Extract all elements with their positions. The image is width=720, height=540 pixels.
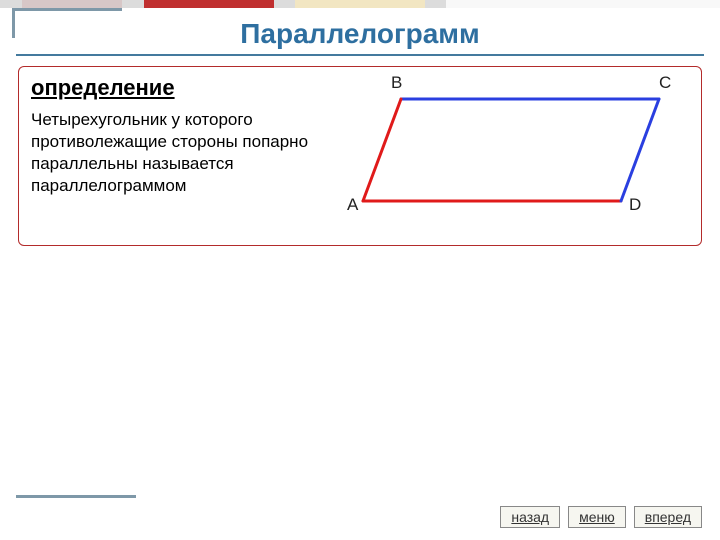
menu-button[interactable]: меню xyxy=(568,506,626,528)
definition-block: определение Четырехугольник у которого п… xyxy=(18,66,702,246)
parallelogram-svg xyxy=(341,71,681,241)
bottom-rule xyxy=(16,495,136,498)
vertex-label-A: A xyxy=(347,195,358,215)
vertex-label-D: D xyxy=(629,195,641,215)
top-accent-bar xyxy=(0,0,720,8)
back-button[interactable]: назад xyxy=(500,506,560,528)
vertex-label-C: C xyxy=(659,73,671,93)
nav-bar: назад меню вперед xyxy=(500,506,702,528)
definition-body: Четырехугольник у которого противолежащи… xyxy=(31,109,334,197)
forward-button[interactable]: вперед xyxy=(634,506,702,528)
vertex-label-B: B xyxy=(391,73,402,93)
title-underline xyxy=(16,54,704,56)
parallelogram-diagram: B C A D xyxy=(341,71,681,241)
page-title: Параллелограмм xyxy=(0,18,720,50)
